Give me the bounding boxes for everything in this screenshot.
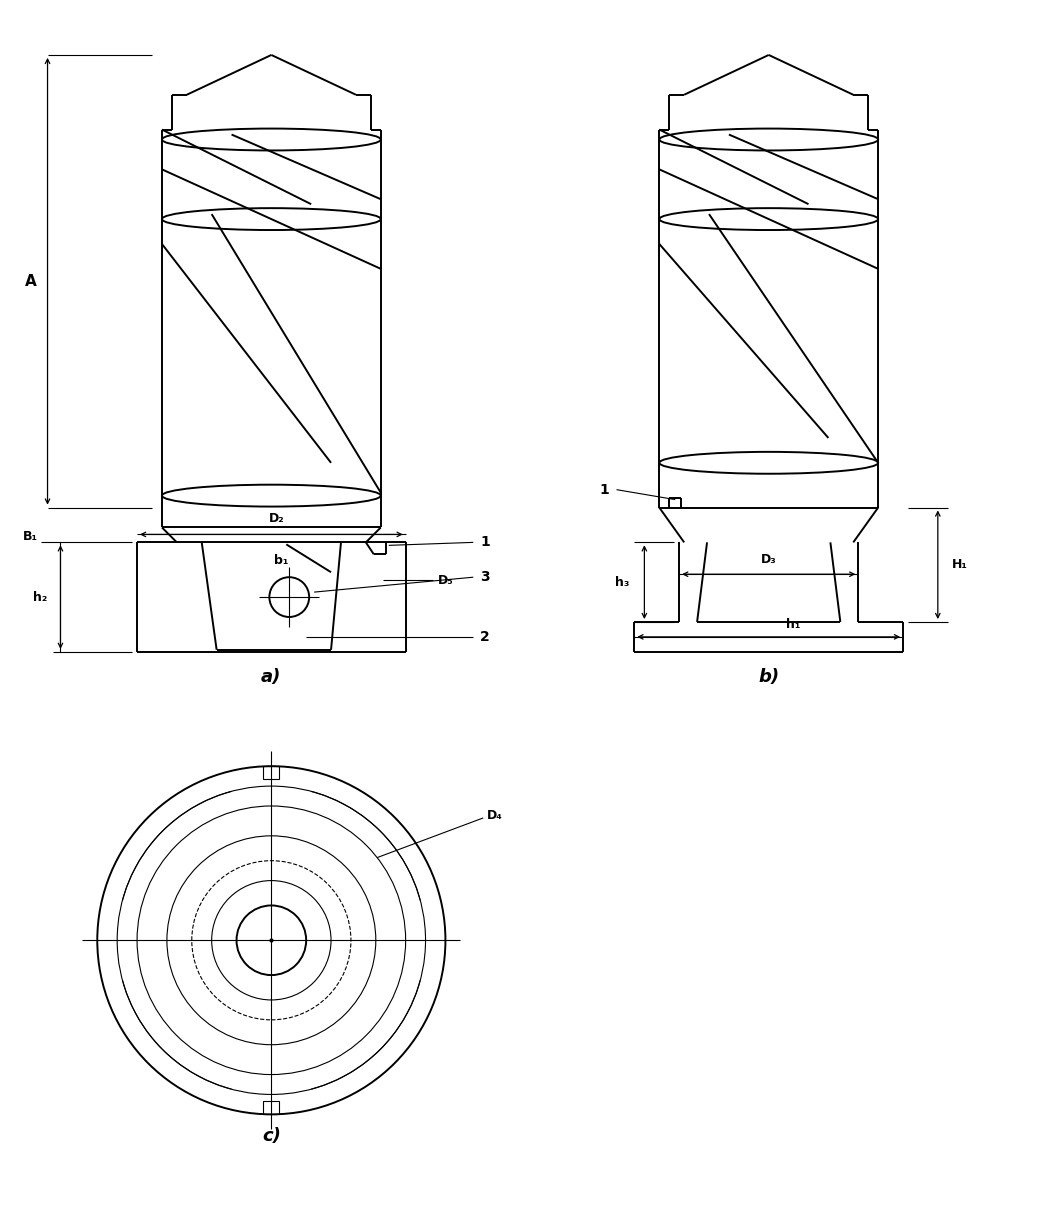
Text: D₅: D₅	[437, 574, 453, 587]
Text: h₂: h₂	[34, 590, 47, 604]
Text: c): c)	[261, 1128, 280, 1145]
Text: A: A	[24, 274, 37, 288]
Text: 3: 3	[481, 571, 490, 584]
Text: b₁: b₁	[274, 553, 289, 567]
Text: 2: 2	[481, 629, 490, 644]
Text: D₂: D₂	[269, 512, 285, 525]
Text: D₄: D₄	[487, 810, 503, 822]
Bar	[264, 766, 279, 779]
Text: 1: 1	[481, 535, 490, 550]
Text: a): a)	[261, 667, 281, 686]
Text: H₁: H₁	[952, 558, 968, 572]
Text: h₁: h₁	[786, 618, 801, 632]
Text: h₃: h₃	[616, 575, 629, 589]
Text: 1: 1	[600, 482, 609, 497]
Text: b): b)	[758, 667, 779, 686]
Bar	[264, 1102, 279, 1114]
Text: D₃: D₃	[761, 553, 777, 566]
Text: B₁: B₁	[23, 530, 38, 542]
